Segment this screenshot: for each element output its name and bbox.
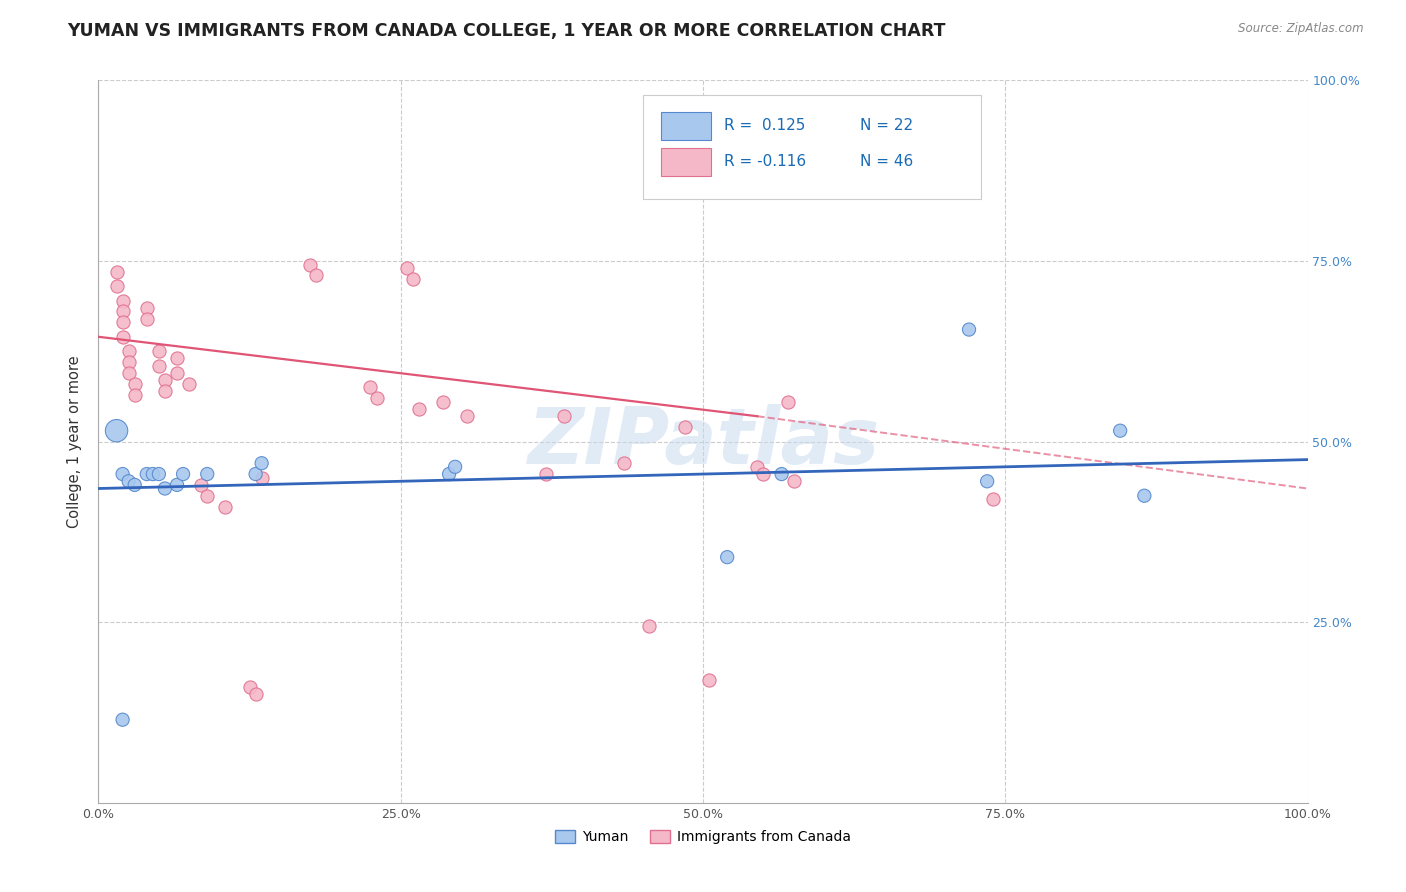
Point [299,258,322,272]
Point [166,366,188,380]
Point [747,459,769,474]
Point [105,424,128,438]
Point [408,402,430,417]
Point [613,456,636,470]
Point [135,301,157,315]
Point [124,387,146,401]
Point [135,311,157,326]
Point [553,409,575,424]
Point [105,265,128,279]
FancyBboxPatch shape [661,112,711,139]
Point [456,409,478,424]
Point [153,384,176,398]
Point [245,467,267,481]
Point [245,687,267,701]
Point [437,467,460,481]
Point [118,355,141,369]
Point [976,475,998,489]
Point [179,376,201,391]
Point [673,420,696,434]
Point [124,478,146,492]
Point [148,359,170,373]
Point [366,391,388,405]
Point [195,489,218,503]
Point [172,467,194,481]
Y-axis label: College, 1 year or more: College, 1 year or more [67,355,83,528]
Point [166,478,188,492]
Point [118,344,141,359]
FancyBboxPatch shape [643,95,981,200]
Point [111,315,134,329]
Point [432,394,454,409]
Legend: Yuman, Immigrants from Canada: Yuman, Immigrants from Canada [550,824,856,850]
Point [305,268,328,283]
Point [214,500,236,514]
Point [105,279,128,293]
Point [697,673,720,687]
Text: ZIPatlas: ZIPatlas [527,403,879,480]
Point [444,459,467,474]
Point [957,322,980,336]
Point [166,351,188,366]
Point [776,394,799,409]
FancyBboxPatch shape [661,148,711,176]
Point [142,467,165,481]
Point [637,619,659,633]
Point [195,467,218,481]
Point [534,467,557,481]
Point [250,456,273,470]
Point [190,478,212,492]
Point [782,475,804,489]
Point [250,470,273,484]
Point [752,467,775,481]
Point [118,366,141,380]
Point [153,373,176,387]
Text: N = 46: N = 46 [860,154,914,169]
Point [1109,424,1132,438]
Point [118,475,141,489]
Point [716,550,738,565]
Text: R = -0.116: R = -0.116 [724,154,806,169]
Point [239,680,262,694]
Point [148,467,170,481]
Point [770,467,793,481]
Point [1133,489,1156,503]
Point [111,330,134,344]
Point [111,713,134,727]
Point [153,482,176,496]
Point [148,344,170,359]
Text: N = 22: N = 22 [860,119,914,133]
Point [395,261,418,276]
Point [111,293,134,308]
Text: R =  0.125: R = 0.125 [724,119,804,133]
Text: YUMAN VS IMMIGRANTS FROM CANADA COLLEGE, 1 YEAR OR MORE CORRELATION CHART: YUMAN VS IMMIGRANTS FROM CANADA COLLEGE,… [67,22,946,40]
Point [111,467,134,481]
Point [360,380,382,394]
Point [111,304,134,318]
Text: Source: ZipAtlas.com: Source: ZipAtlas.com [1239,22,1364,36]
Point [402,272,425,286]
Point [135,467,157,481]
Point [981,492,1004,507]
Point [124,376,146,391]
